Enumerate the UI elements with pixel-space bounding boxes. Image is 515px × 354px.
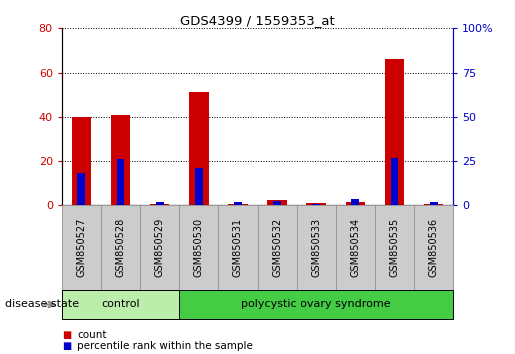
Text: percentile rank within the sample: percentile rank within the sample — [77, 341, 253, 351]
Bar — [116, 159, 125, 205]
Text: GSM850534: GSM850534 — [350, 218, 360, 278]
Text: GSM850535: GSM850535 — [389, 218, 400, 278]
Bar — [312, 204, 320, 205]
Text: ■: ■ — [62, 341, 71, 351]
Text: ■: ■ — [62, 330, 71, 339]
Text: control: control — [101, 299, 140, 309]
Bar — [72, 117, 91, 205]
Bar — [195, 168, 203, 205]
Text: GSM850528: GSM850528 — [115, 218, 126, 278]
Bar — [430, 202, 438, 205]
Text: GSM850527: GSM850527 — [76, 218, 87, 278]
Text: count: count — [77, 330, 107, 339]
Text: GSM850531: GSM850531 — [233, 218, 243, 278]
Text: GDS4399 / 1559353_at: GDS4399 / 1559353_at — [180, 14, 335, 27]
Bar — [390, 158, 399, 205]
Text: GSM850530: GSM850530 — [194, 218, 204, 278]
Bar — [424, 204, 443, 205]
Bar — [111, 115, 130, 205]
Bar — [228, 204, 248, 205]
Bar — [156, 202, 164, 205]
Text: polycystic ovary syndrome: polycystic ovary syndrome — [242, 299, 391, 309]
Bar — [150, 204, 169, 205]
Bar — [189, 92, 209, 205]
Bar — [234, 202, 242, 205]
Text: GSM850533: GSM850533 — [311, 218, 321, 278]
Text: disease state: disease state — [5, 299, 79, 309]
Bar — [346, 202, 365, 205]
Bar — [77, 173, 85, 205]
Text: GSM850529: GSM850529 — [154, 218, 165, 278]
Bar — [351, 199, 359, 205]
Bar — [267, 200, 287, 205]
Text: GSM850536: GSM850536 — [428, 218, 439, 278]
Bar — [273, 201, 281, 205]
Bar — [306, 203, 326, 205]
Bar — [385, 59, 404, 205]
Text: GSM850532: GSM850532 — [272, 218, 282, 278]
